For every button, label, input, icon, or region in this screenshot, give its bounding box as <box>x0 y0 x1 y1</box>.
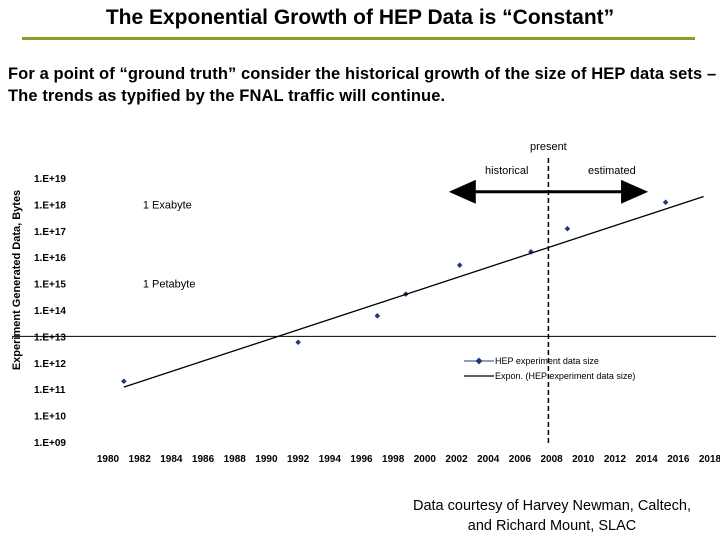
x-tick-label: 1980 <box>97 454 120 465</box>
data-point <box>564 225 571 232</box>
title-divider <box>22 37 695 40</box>
x-tick-label: 2006 <box>509 454 532 465</box>
x-tick-label: 2002 <box>445 454 468 465</box>
chart-annotation: estimated <box>588 165 636 177</box>
x-tick-label: 2018 <box>699 454 720 465</box>
x-tick-label: 2014 <box>636 454 659 465</box>
y-tick-label: 1.E+17 <box>34 227 66 238</box>
x-tick-label: 2000 <box>414 454 437 465</box>
present-label: present <box>530 141 567 153</box>
legend-swatch-diamond <box>475 357 483 365</box>
y-axis-title: Experiment Generated Data, Bytes <box>11 190 23 370</box>
slide-intro-text: For a point of “ground truth” consider t… <box>8 65 717 105</box>
data-point <box>662 199 669 206</box>
y-tick-label: 1.E+14 <box>34 306 66 317</box>
x-tick-label: 2008 <box>540 454 563 465</box>
x-tick-label: 1996 <box>350 454 373 465</box>
data-point <box>295 339 301 346</box>
x-tick-label: 2010 <box>572 454 595 465</box>
y-tick-label: 1.E+11 <box>34 385 66 396</box>
data-point <box>456 262 463 268</box>
x-tick-label: 1990 <box>255 454 278 465</box>
x-tick-label: 1986 <box>192 454 215 465</box>
credit-line-1: Data courtesy of Harvey Newman, Caltech, <box>412 498 692 514</box>
x-tick-label: 1992 <box>287 454 310 465</box>
x-tick-label: 2004 <box>477 454 500 465</box>
y-tick-label: 1.E+18 <box>34 200 66 211</box>
chart-annotation: historical <box>485 165 528 177</box>
y-tick-label: 1.E+09 <box>34 438 66 449</box>
y-tick-label: 1.E+12 <box>34 359 66 370</box>
y-tick-label: 1.E+13 <box>34 332 66 343</box>
y-tick-label: 1.E+10 <box>34 412 66 423</box>
y-tick-label: 1.E+15 <box>34 280 66 291</box>
x-tick-label: 1998 <box>382 454 405 465</box>
exponential-trendline <box>123 195 704 388</box>
data-point <box>121 378 127 385</box>
x-tick-label: 1994 <box>319 454 342 465</box>
chart-annotation: 1 Petabyte <box>143 279 196 291</box>
legend-label-data: HEP experiment data size <box>495 356 599 366</box>
credit-line-2: and Richard Mount, SLAC <box>467 518 637 534</box>
x-tick-label: 1982 <box>129 454 152 465</box>
x-tick-label: 1984 <box>160 454 183 465</box>
slide-title: The Exponential Growth of HEP Data is “C… <box>105 6 615 29</box>
y-tick-label: 1.E+19 <box>34 174 66 185</box>
data-credit: Data courtesy of Harvey Newman, Caltech,… <box>384 496 720 536</box>
y-tick-label: 1.E+16 <box>34 253 66 264</box>
chart-annotation: 1 Exabyte <box>143 199 192 211</box>
legend-label-trend: Expon. (HEP experiment data size) <box>495 371 635 381</box>
x-tick-label: 2012 <box>604 454 627 465</box>
x-tick-label: 2016 <box>667 454 690 465</box>
x-tick-label: 1988 <box>224 454 247 465</box>
data-point <box>374 313 381 319</box>
